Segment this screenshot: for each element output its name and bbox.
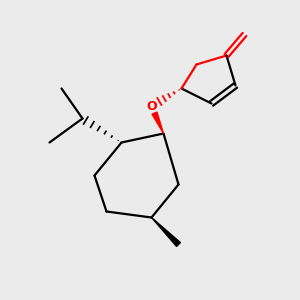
Polygon shape [152, 218, 180, 246]
Text: O: O [146, 100, 157, 113]
Polygon shape [152, 112, 164, 134]
